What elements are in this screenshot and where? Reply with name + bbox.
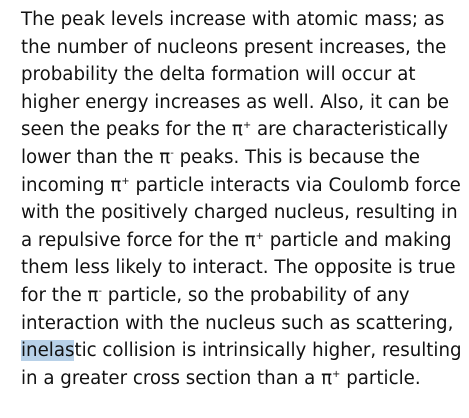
text-run: are characteristically — [251, 119, 448, 140]
text-line-8: with the positively charged nucleus, res… — [21, 199, 469, 227]
text-run: lower than the π — [21, 147, 170, 168]
text-run: particle and making — [264, 230, 452, 251]
text-line-3: probability the delta formation will occ… — [21, 61, 469, 89]
superscript-plus: + — [243, 120, 251, 131]
text-line-10: them less likely to interact. The opposi… — [21, 254, 469, 282]
text-run: particle interacts via Coulomb force — [130, 175, 461, 196]
text-run: a repulsive force for the π — [21, 230, 256, 251]
text-line-7: incoming π+ particle interacts via Coulo… — [21, 172, 469, 200]
text-run: tic collision is intrinsically higher, r… — [74, 340, 461, 361]
text-run: particle, so the probability of any — [102, 285, 410, 306]
text-line-2: the number of nucleons present increases… — [21, 34, 469, 62]
text-line-1: The peak levels increase with atomic mas… — [21, 6, 469, 34]
text-run: for the π — [21, 285, 98, 306]
selected-text-highlight[interactable]: inelas — [21, 340, 74, 361]
superscript-plus: + — [121, 176, 129, 187]
text-run: incoming π — [21, 175, 121, 196]
text-run: the number of nucleons present increases… — [21, 37, 446, 58]
superscript-plus: + — [256, 231, 264, 242]
text-run: with the positively charged nucleus, res… — [21, 202, 458, 223]
text-run: seen the peaks for the π — [21, 119, 243, 140]
text-line-13: inelastic collision is intrinsically hig… — [21, 337, 469, 365]
text-run: probability the delta formation will occ… — [21, 64, 415, 85]
text-run: particle. — [340, 368, 420, 389]
text-run: higher energy increases as well. Also, i… — [21, 92, 449, 113]
text-run: peaks. This is because the — [174, 147, 420, 168]
text-line-6: lower than the π- peaks. This is because… — [21, 144, 469, 172]
text-line-5: seen the peaks for the π+ are characteri… — [21, 116, 469, 144]
text-line-9: a repulsive force for the π+ particle an… — [21, 227, 469, 255]
text-line-14: in a greater cross section than a π+ par… — [21, 365, 469, 393]
text-run: The peak levels increase with atomic mas… — [21, 9, 444, 30]
text-line-12: interaction with the nucleus such as sca… — [21, 310, 469, 338]
text-line-4: higher energy increases as well. Also, i… — [21, 89, 469, 117]
text-line-11: for the π- particle, so the probability … — [21, 282, 469, 310]
text-run: interaction with the nucleus such as sca… — [21, 313, 453, 334]
body-paragraph: The peak levels increase with atomic mas… — [21, 6, 469, 392]
text-run: in a greater cross section than a π — [21, 368, 332, 389]
text-run: them less likely to interact. The opposi… — [21, 257, 456, 278]
